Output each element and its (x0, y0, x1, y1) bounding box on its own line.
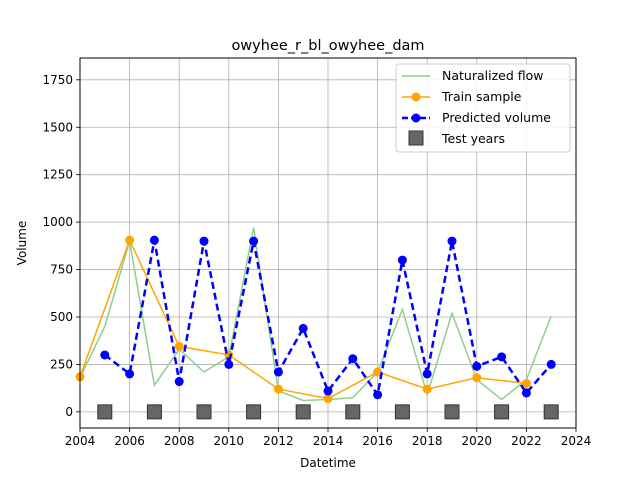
y-tick-label: 750 (50, 263, 73, 277)
y-tick-label: 250 (50, 357, 73, 371)
naturalized-flow-line (79, 227, 552, 402)
y-tick-label: 1500 (42, 120, 73, 134)
test-years-marker (146, 404, 162, 420)
predicted-volume-point (422, 369, 432, 379)
predicted-volume-point (447, 236, 457, 246)
test-years-marker (97, 404, 113, 420)
legend-test-marker (408, 130, 424, 146)
x-tick-label: 2024 (561, 434, 592, 448)
legend-train-label: Train sample (441, 89, 522, 104)
test-years-marker (196, 404, 212, 420)
predicted-volume-point (472, 361, 482, 371)
x-tick-label: 2022 (511, 434, 542, 448)
plot-area (75, 227, 559, 420)
predicted-volume-point (348, 354, 358, 364)
x-tick-label: 2008 (164, 434, 195, 448)
x-tick-label: 2004 (65, 434, 96, 448)
axis-ticks: 2004 2006 2008 2010 2012 2014 2016 2018 2020 2022… (42, 73, 591, 448)
predicted-volume-point (373, 390, 383, 400)
y-tick-label: 1750 (42, 73, 73, 87)
predicted-volume-point (174, 377, 184, 387)
predicted-volume-point (397, 255, 407, 265)
train-sample-point (174, 341, 184, 351)
train-sample-point (472, 373, 482, 383)
legend-train-marker (411, 92, 421, 102)
predicted-volume-point (521, 388, 531, 398)
test-years-marker (295, 404, 311, 420)
y-tick-label: 0 (65, 405, 73, 419)
legend-predicted-label: Predicted volume (442, 110, 551, 125)
y-tick-label: 1250 (42, 168, 73, 182)
predicted-volume-point (125, 369, 135, 379)
predicted-volume-point (199, 236, 209, 246)
train-sample-point (422, 384, 432, 394)
train-sample-point (323, 394, 333, 404)
legend-naturalized-label: Naturalized flow (442, 68, 543, 83)
chart-title: owyhee_r_bl_owyhee_dam (231, 38, 424, 54)
x-tick-label: 2010 (214, 434, 245, 448)
predicted-volume-point (100, 350, 110, 360)
x-tick-label: 2006 (114, 434, 145, 448)
x-tick-label: 2014 (313, 434, 344, 448)
y-axis-label: Volume (15, 221, 29, 266)
train-sample-point (125, 235, 135, 245)
test-years-marker (394, 404, 410, 420)
legend: Naturalized flow Train sample Predicted … (395, 63, 571, 153)
x-tick-label: 2020 (462, 434, 493, 448)
x-tick-label: 2012 (263, 434, 294, 448)
predicted-volume-point (224, 359, 234, 369)
x-tick-label: 2018 (412, 434, 443, 448)
test-years-marker (543, 404, 559, 420)
x-axis-label: Datetime (300, 456, 356, 470)
predicted-volume-point (298, 323, 308, 333)
y-tick-label: 500 (50, 310, 73, 324)
train-sample-point (273, 384, 283, 394)
x-tick-label: 2016 (362, 434, 393, 448)
train-sample-point (373, 367, 383, 377)
legend-predicted-marker (411, 113, 421, 123)
y-tick-label: 1000 (42, 215, 73, 229)
train-sample-point (521, 378, 531, 388)
predicted-volume-point (149, 235, 159, 245)
test-years-marker (246, 404, 262, 420)
predicted-volume-point (273, 367, 283, 377)
legend-box (395, 63, 571, 153)
predicted-volume-point (497, 352, 507, 362)
train-sample-line (79, 238, 527, 400)
legend-test-label: Test years (441, 131, 505, 146)
predicted-volume-point (323, 386, 333, 396)
predicted-volume-point (546, 359, 556, 369)
test-years-marker (444, 404, 460, 420)
test-years-marker (494, 404, 510, 420)
test-years-marker (345, 404, 361, 420)
predicted-volume-point (249, 236, 259, 246)
